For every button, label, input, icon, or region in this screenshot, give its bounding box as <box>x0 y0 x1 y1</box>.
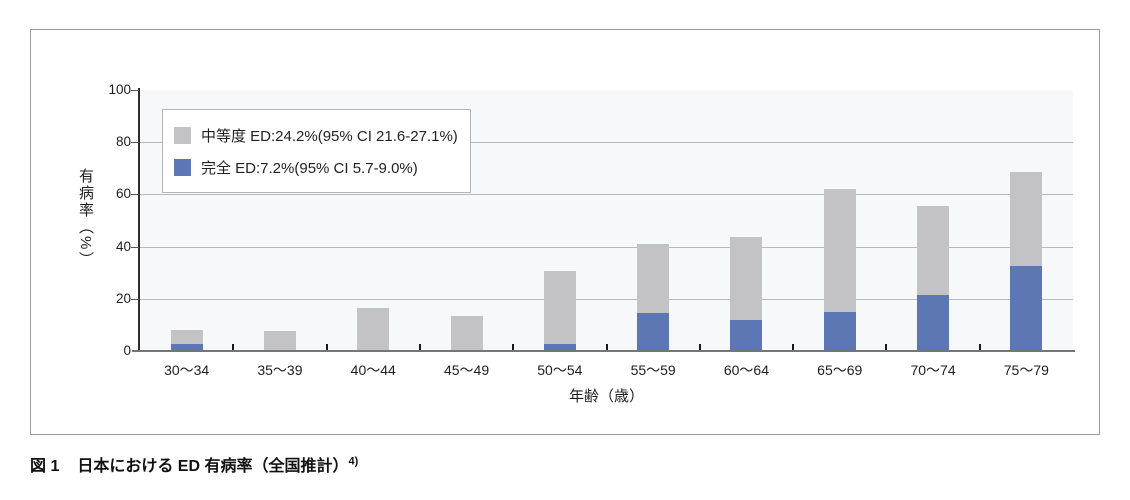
x-axis-tick <box>978 344 981 351</box>
x-tick-label: 50〜54 <box>537 362 583 378</box>
legend-item-中等度ED: 中等度 ED:24.2%(95% CI 21.6-27.1%) <box>174 125 470 146</box>
x-axis-tick <box>885 344 888 351</box>
x-tick-label: 30〜34 <box>164 362 210 378</box>
y-axis-tick <box>131 142 139 144</box>
bar-70〜74 <box>917 206 950 351</box>
figure-caption: 図 1 日本における ED 有病率（全国推計）4) <box>30 452 358 476</box>
y-axis-tick <box>131 298 139 300</box>
chart-frame: 有病率（%） 年齢（歳） 中等度 ED:24.2%(95% CI 21.6-27… <box>30 29 1100 435</box>
x-axis-tick <box>605 344 608 351</box>
y-tick-label: 60 <box>115 186 131 202</box>
legend-item-完全ED: 完全 ED:7.2%(95% CI 5.7-9.0%) <box>174 157 470 178</box>
gridline-80 <box>140 142 1073 144</box>
gridline-60 <box>140 194 1073 196</box>
bar-50〜54 <box>543 271 576 351</box>
y-axis-tick <box>131 246 139 248</box>
bar-segment-完全ED <box>637 313 670 351</box>
x-axis-tick <box>698 344 701 351</box>
bar-segment-中等度ED <box>730 237 763 320</box>
x-tick-label: 70〜74 <box>910 362 956 378</box>
x-tick-label: 40〜44 <box>350 362 396 378</box>
bar-segment-中等度ED <box>637 244 670 314</box>
legend-swatch-中等度ED <box>174 126 191 144</box>
x-axis-tick <box>325 344 328 351</box>
x-axis-tick <box>792 344 795 351</box>
bar-40〜44 <box>357 307 390 351</box>
bar-segment-中等度ED <box>823 189 856 312</box>
legend-swatch-完全ED <box>174 158 191 176</box>
bar-segment-完全ED <box>823 311 856 351</box>
legend-label: 完全 ED:7.2%(95% CI 5.7-9.0%) <box>201 159 418 177</box>
bar-35〜39 <box>263 331 296 351</box>
y-axis-tick <box>131 194 139 196</box>
bar-segment-中等度ED <box>543 271 576 345</box>
x-tick-label: 65〜69 <box>817 362 863 378</box>
y-tick-label: 80 <box>115 134 131 150</box>
legend-label: 中等度 ED:24.2%(95% CI 21.6-27.1%) <box>201 127 458 145</box>
x-axis-title: 年齢（歳） <box>568 388 644 405</box>
x-axis-tick <box>512 344 515 351</box>
bar-segment-中等度ED <box>357 307 390 351</box>
y-axis-tick <box>131 90 139 91</box>
bar-segment-中等度ED <box>263 331 296 351</box>
y-tick-label: 0 <box>123 343 131 358</box>
bar-segment-完全ED <box>543 344 576 351</box>
bar-60〜64 <box>730 237 763 351</box>
x-axis-line <box>132 350 1075 352</box>
bar-segment-完全ED <box>917 294 950 351</box>
x-axis-tick <box>418 344 421 351</box>
y-tick-label: 40 <box>115 238 131 254</box>
bar-segment-完全ED <box>170 344 203 351</box>
x-tick-label: 75〜79 <box>1003 362 1049 378</box>
y-axis-line <box>138 88 140 352</box>
bar-segment-中等度ED <box>170 330 203 345</box>
bar-30〜34 <box>170 330 203 351</box>
x-axis-tick <box>232 344 235 351</box>
caption-number: 図 1 <box>30 458 60 475</box>
bar-segment-中等度ED <box>1010 172 1043 267</box>
bar-segment-完全ED <box>1010 266 1043 351</box>
caption-text: 日本における ED 有病率（全国推計） <box>77 458 349 475</box>
bar-segment-中等度ED <box>450 315 483 351</box>
bar-65〜69 <box>823 189 856 351</box>
caption-reference: 4) <box>348 455 359 468</box>
bar-55〜59 <box>637 244 670 351</box>
x-tick-label: 35〜39 <box>257 362 303 378</box>
bar-segment-中等度ED <box>917 206 950 295</box>
gridline-40 <box>140 246 1073 248</box>
gridline-20 <box>140 298 1073 300</box>
legend-box: 中等度 ED:24.2%(95% CI 21.6-27.1%) 完全 ED:7.2… <box>162 109 471 193</box>
bar-45〜49 <box>450 315 483 351</box>
bar-75〜79 <box>1010 172 1043 351</box>
bar-segment-完全ED <box>730 319 763 351</box>
y-tick-label: 20 <box>115 290 131 306</box>
x-tick-label: 45〜49 <box>443 362 490 378</box>
x-tick-label: 60〜64 <box>723 362 770 378</box>
y-tick-label: 100 <box>108 82 131 97</box>
plot-area <box>140 90 1073 351</box>
x-tick-label: 55〜59 <box>630 362 676 378</box>
y-axis-title: 有病率（%） <box>77 168 94 269</box>
